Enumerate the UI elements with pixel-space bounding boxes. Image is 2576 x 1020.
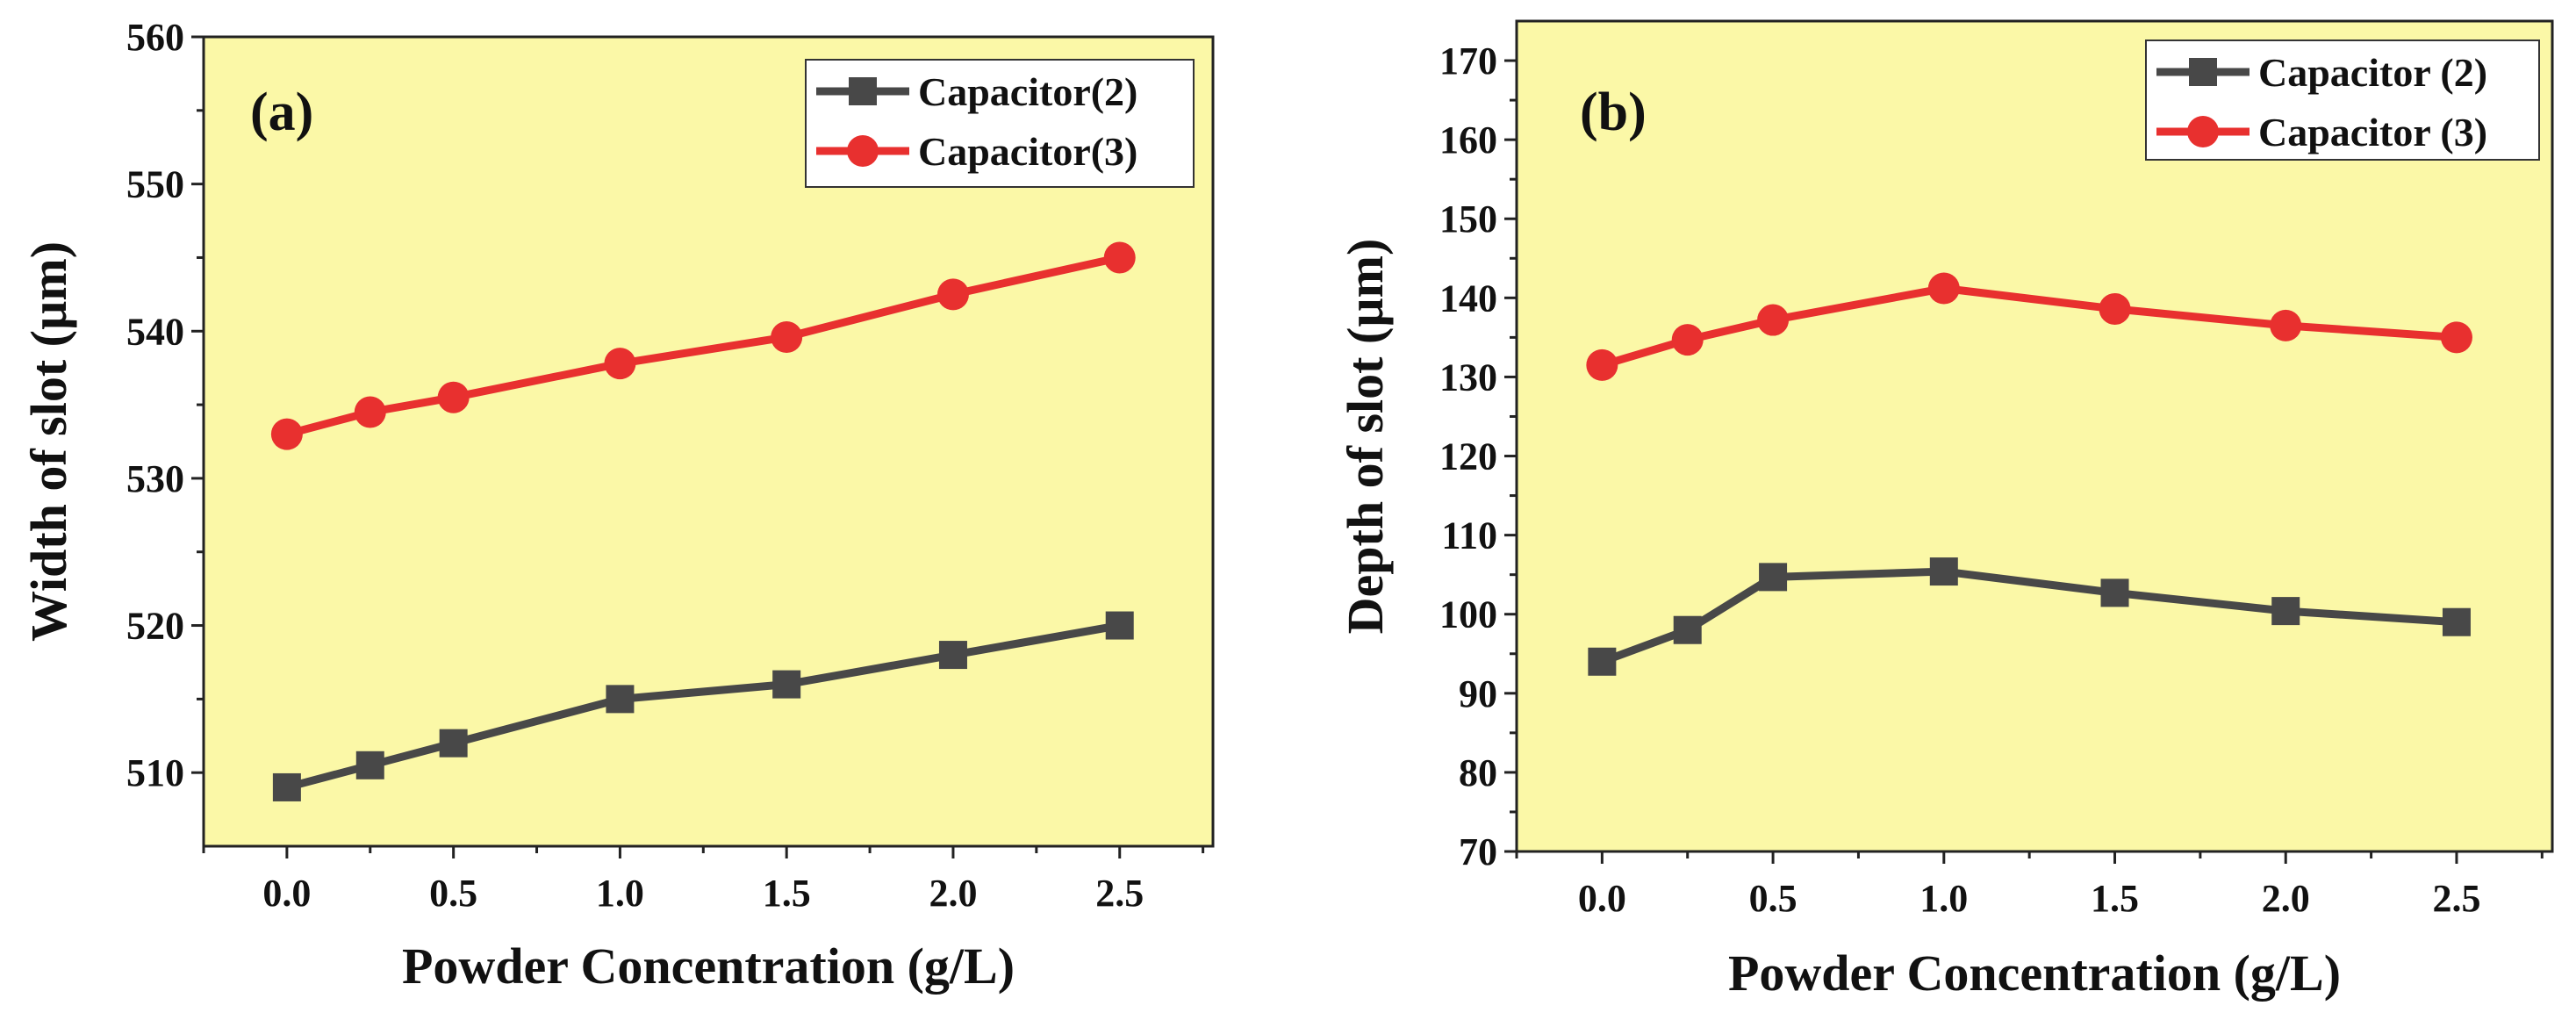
x-tick-label: 2.0 [2262,877,2310,920]
data-point-square [2271,597,2300,626]
data-point-circle [2270,309,2302,341]
legend-label: Capacitor (3) [2258,110,2487,154]
data-point-circle [437,381,470,413]
series-circle-line [1586,272,2472,381]
y-tick-label: 550 [126,163,184,206]
data-point-square [355,751,384,779]
chart-panel-a: 510 520 530 540 550 560 0.0 0.5 1.0 1.5 2.0 2.5 Powd… [20,16,1215,995]
legend-label: Capacitor(2) [918,69,1137,114]
data-point-circle [270,418,303,450]
y-axis-title: Depth of slot (µm) [1337,239,1394,635]
data-point-square [938,641,967,670]
data-point-circle [1103,241,1136,274]
series-circle-line [270,241,1136,450]
y-tick-label: 130 [1439,356,1497,399]
legend-marker-square [2189,58,2217,86]
x-tick-label: 0.5 [1749,877,1797,920]
x-tick-label: 1.5 [763,872,811,915]
x-tick-label: 2.5 [2432,877,2480,920]
y-tick-label: 150 [1439,198,1497,241]
data-point-square [1588,647,1617,676]
data-point-square [1105,611,1134,640]
y-tick-label: 110 [1441,514,1497,557]
data-point-square [272,772,301,801]
x-axis-title: Powder Concentration (g/L) [402,937,1015,995]
y-tick-label: 140 [1439,277,1497,320]
y-tick-label: 80 [1459,751,1497,794]
data-point-circle [2099,292,2131,325]
data-point-circle [1927,272,1960,305]
data-point-circle [354,396,386,428]
series-square-line [1588,557,2471,676]
x-tick-label: 1.0 [596,872,644,915]
plot-frame [1515,19,2554,853]
legend-marker-square [849,77,877,105]
data-point-square [1759,563,1788,592]
legend-label: Capacitor(3) [918,129,1137,174]
y-tick-label: 530 [126,457,184,500]
data-point-circle [1671,324,1704,356]
x-axis-title: Powder Concentration (g/L) [1728,945,2341,1002]
data-point-square [606,685,635,714]
data-point-circle [2440,321,2472,354]
legend: Capacitor(2) Capacitor(3) [805,59,1195,188]
legend-label: Capacitor (2) [2258,50,2487,95]
legend-marker-circle [2187,116,2219,147]
x-tick-label: 2.5 [1095,872,1144,915]
series-square-line [272,611,1134,801]
y-tick-label: 90 [1459,672,1497,715]
data-point-square [439,729,468,758]
data-point-square [2442,607,2471,636]
y-axis-title: Width of slot (µm) [20,241,77,642]
x-tick-label: 1.0 [1919,877,1968,920]
plot-frame [202,35,1215,848]
data-point-circle [936,278,969,311]
legend: Capacitor (2) Capacitor (3) [2145,40,2540,161]
x-tick-label: 0.5 [429,872,477,915]
x-tick-label: 2.0 [929,872,977,915]
y-tick-label: 560 [126,16,184,59]
y-tick-label: 120 [1439,435,1497,478]
panel-label: (b) [1580,83,1647,142]
legend-marker-circle [847,135,879,167]
x-tick-label: 0.0 [262,872,311,915]
x-tick-label: 0.0 [1578,877,1626,920]
data-point-circle [771,320,803,353]
y-tick-label: 170 [1439,40,1497,83]
y-tick-label: 520 [126,605,184,648]
panel-label: (a) [250,83,313,142]
y-tick-label: 100 [1439,593,1497,636]
x-tick-label: 1.5 [2091,877,2139,920]
data-point-circle [1757,304,1790,336]
chart-panel-b: 70 80 90 100 110 120 130 140 150 160 170 0.0 0.5 1.0 1… [1337,19,2554,1002]
y-tick-label: 540 [126,310,184,353]
data-point-square [772,670,801,699]
y-tick-label: 510 [126,751,184,794]
data-point-circle [604,348,636,380]
y-tick-label: 70 [1459,830,1497,873]
data-point-square [1673,615,1702,644]
data-point-square [2100,578,2129,607]
data-point-square [1929,557,1958,586]
data-point-circle [1586,348,1618,381]
y-tick-label: 160 [1439,119,1497,162]
